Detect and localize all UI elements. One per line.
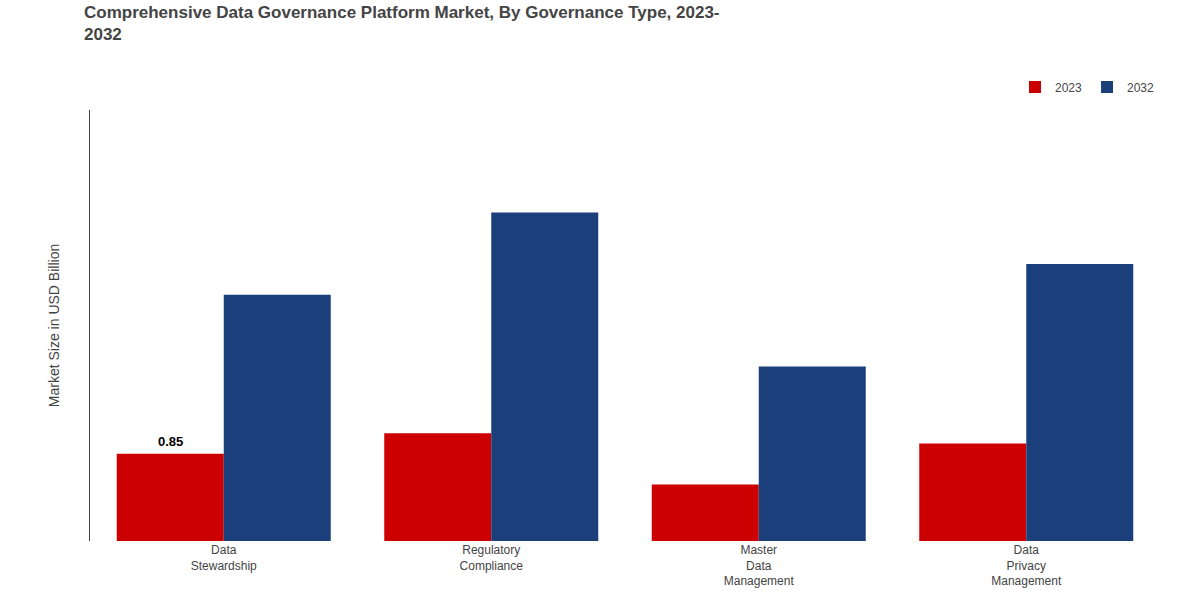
svg-text:2023: 2023 (1055, 81, 1082, 95)
svg-text:DataPrivacyManagement: DataPrivacyManagement (991, 543, 1062, 588)
svg-text:MasterDataManagement: MasterDataManagement (724, 543, 795, 588)
svg-text:Comprehensive Data Governance: Comprehensive Data Governance Platform M… (84, 3, 720, 44)
svg-text:0.85: 0.85 (158, 434, 183, 449)
svg-text:RegulatoryCompliance: RegulatoryCompliance (460, 543, 524, 573)
svg-text:2032: 2032 (1127, 81, 1154, 95)
svg-text:DataStewardship: DataStewardship (191, 543, 257, 573)
svg-text:Market Size in USD Billion: Market Size in USD Billion (46, 244, 62, 407)
